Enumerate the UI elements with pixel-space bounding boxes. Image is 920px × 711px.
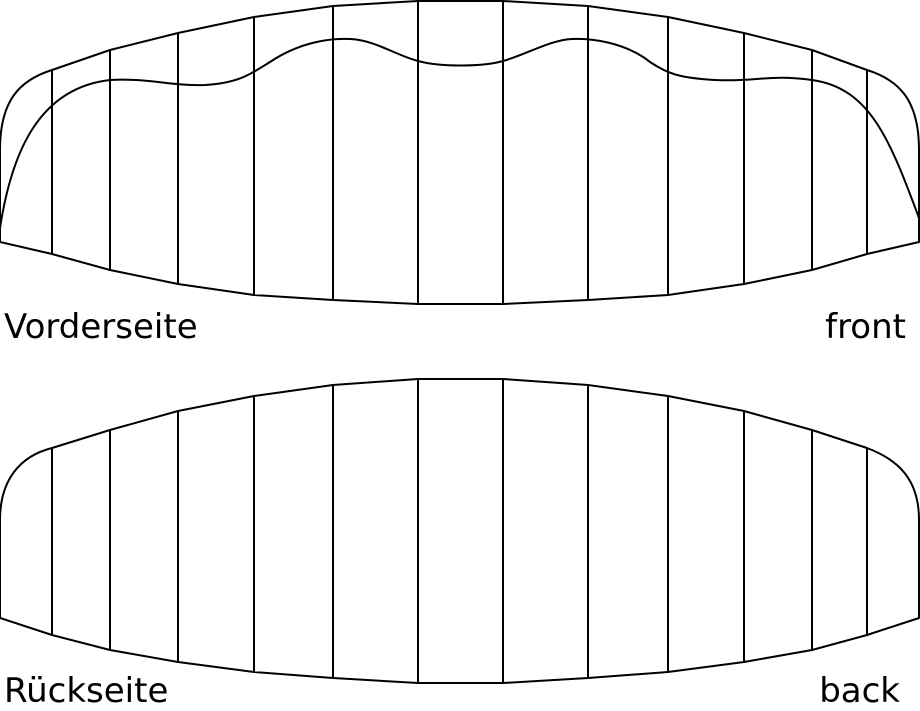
back-canopy-outline — [0, 378, 920, 684]
back-label-german: Rückseite — [4, 671, 169, 711]
front-label-german: Vorderseite — [4, 307, 198, 347]
back-rib-lines — [51, 379, 868, 683]
front-canopy-outline — [0, 0, 920, 305]
back-label-english: back — [819, 671, 900, 711]
front-leading-edge-curve — [0, 37, 920, 229]
front-rib-lines — [51, 1, 868, 304]
front-view — [0, 0, 920, 305]
back-view — [0, 378, 920, 684]
front-label-english: front — [825, 307, 906, 347]
